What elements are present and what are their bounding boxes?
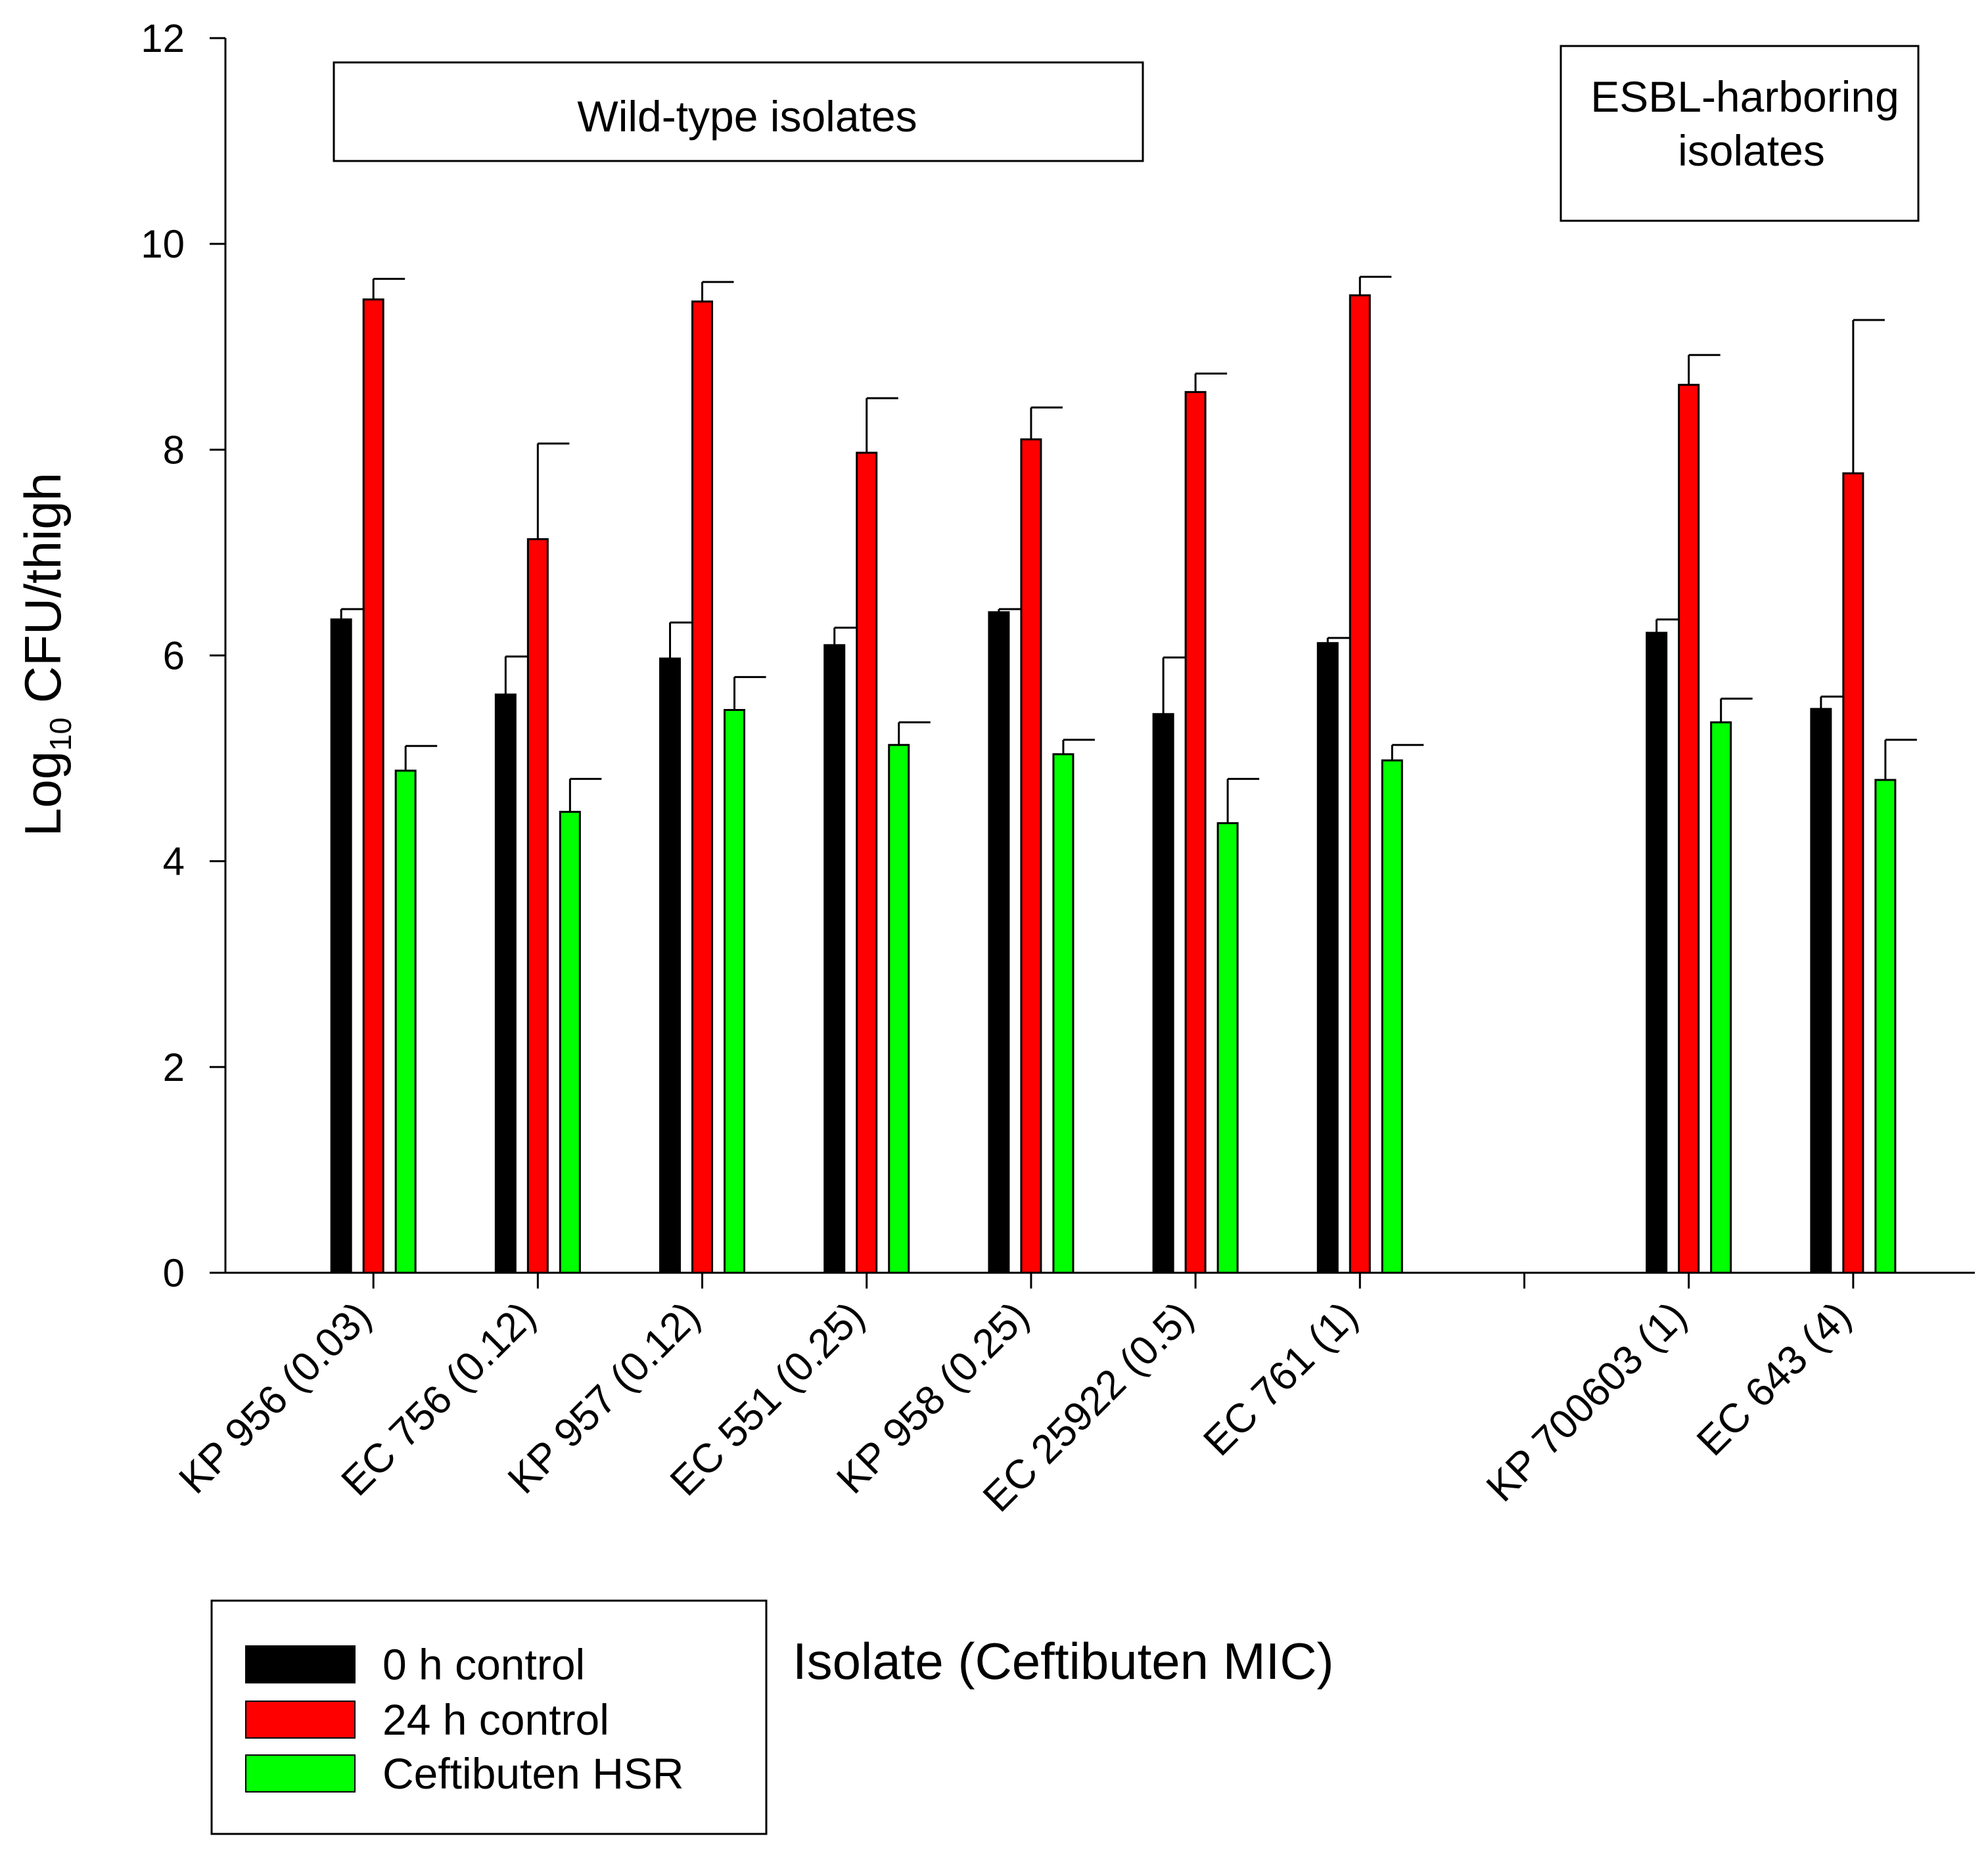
bar-24-h-control-3 bbox=[856, 451, 878, 1274]
bar-24-h-control-4 bbox=[1020, 438, 1042, 1274]
bar-24-h-control-1 bbox=[526, 538, 549, 1274]
bar-0-h-control-8 bbox=[1646, 631, 1668, 1274]
bar-24-h-control-5 bbox=[1184, 391, 1207, 1274]
bars-layer bbox=[330, 275, 1917, 1274]
esbl-label-line-2: isolates bbox=[1678, 126, 1825, 175]
legend-label-24h: 24 h control bbox=[382, 1695, 609, 1744]
bar-24-h-control-6 bbox=[1349, 294, 1371, 1274]
bar-ceftibuten-hsr-0 bbox=[394, 769, 417, 1274]
y-tick-label-0: 0 bbox=[163, 1251, 185, 1295]
wild-type-label: Wild-type isolates bbox=[577, 92, 917, 141]
bar-ceftibuten-hsr-6 bbox=[1381, 759, 1403, 1274]
bar-24-h-control-8 bbox=[1678, 384, 1700, 1274]
legend-swatch-0h bbox=[245, 1645, 356, 1683]
y-axis-title-subscript: 10 bbox=[43, 718, 78, 751]
bar-ceftibuten-hsr-9 bbox=[1874, 779, 1897, 1274]
x-tick-label-9: EC 643 (4) bbox=[1688, 1293, 1860, 1465]
x-tick-label-6: EC 761 (1) bbox=[1195, 1293, 1366, 1465]
bar-0-h-control-4 bbox=[988, 611, 1010, 1274]
y-axis-title: Log10 CFU/thigh bbox=[14, 472, 78, 836]
legend-swatch-hsr bbox=[245, 1754, 356, 1793]
bar-ceftibuten-hsr-1 bbox=[559, 811, 581, 1274]
y-tick-label-6: 6 bbox=[163, 634, 185, 678]
y-tick-label-2: 2 bbox=[163, 1045, 185, 1089]
legend: 0 h control 24 h control Ceftibuten HSR bbox=[210, 1599, 768, 1835]
wild-type-annotation: Wild-type isolates bbox=[333, 61, 1144, 162]
y-axis-title-rest: CFU/thigh bbox=[14, 472, 72, 718]
bar-0-h-control-2 bbox=[659, 657, 682, 1274]
bar-24-h-control-2 bbox=[691, 300, 714, 1274]
esbl-label-line-1: ESBL-harboring bbox=[1590, 72, 1899, 121]
x-tick-label-8: KP 700603 (1) bbox=[1478, 1293, 1696, 1511]
wild-type-box bbox=[333, 61, 1144, 162]
x-axis-title: Isolate (Ceftibuten MIC) bbox=[793, 1632, 1334, 1690]
bar-ceftibuten-hsr-5 bbox=[1216, 822, 1239, 1274]
bar-ceftibuten-hsr-8 bbox=[1710, 721, 1732, 1274]
y-tick-label-10: 10 bbox=[141, 222, 185, 266]
bar-0-h-control-1 bbox=[494, 693, 517, 1274]
bar-0-h-control-9 bbox=[1810, 708, 1832, 1274]
legend-label-hsr: Ceftibuten HSR bbox=[382, 1749, 684, 1798]
legend-label-0h: 0 h control bbox=[382, 1640, 585, 1689]
y-tick-label-12: 12 bbox=[141, 16, 185, 60]
y-axis-title-base: Log bbox=[14, 751, 72, 836]
bar-24-h-control-9 bbox=[1842, 472, 1864, 1274]
esbl-box bbox=[1560, 45, 1920, 222]
bar-ceftibuten-hsr-2 bbox=[724, 708, 746, 1274]
bar-0-h-control-3 bbox=[823, 644, 846, 1274]
esbl-annotation: ESBL-harboring isolates bbox=[1560, 45, 1920, 222]
bar-0-h-control-0 bbox=[330, 618, 352, 1274]
legend-swatch-24h bbox=[245, 1701, 356, 1739]
y-tick-label-4: 4 bbox=[163, 840, 185, 884]
bar-24-h-control-0 bbox=[362, 298, 384, 1274]
bar-ceftibuten-hsr-3 bbox=[888, 744, 910, 1274]
bar-0-h-control-5 bbox=[1152, 713, 1174, 1274]
bar-ceftibuten-hsr-4 bbox=[1052, 753, 1075, 1274]
bar-0-h-control-6 bbox=[1316, 642, 1339, 1274]
y-tick-label-8: 8 bbox=[163, 428, 185, 472]
